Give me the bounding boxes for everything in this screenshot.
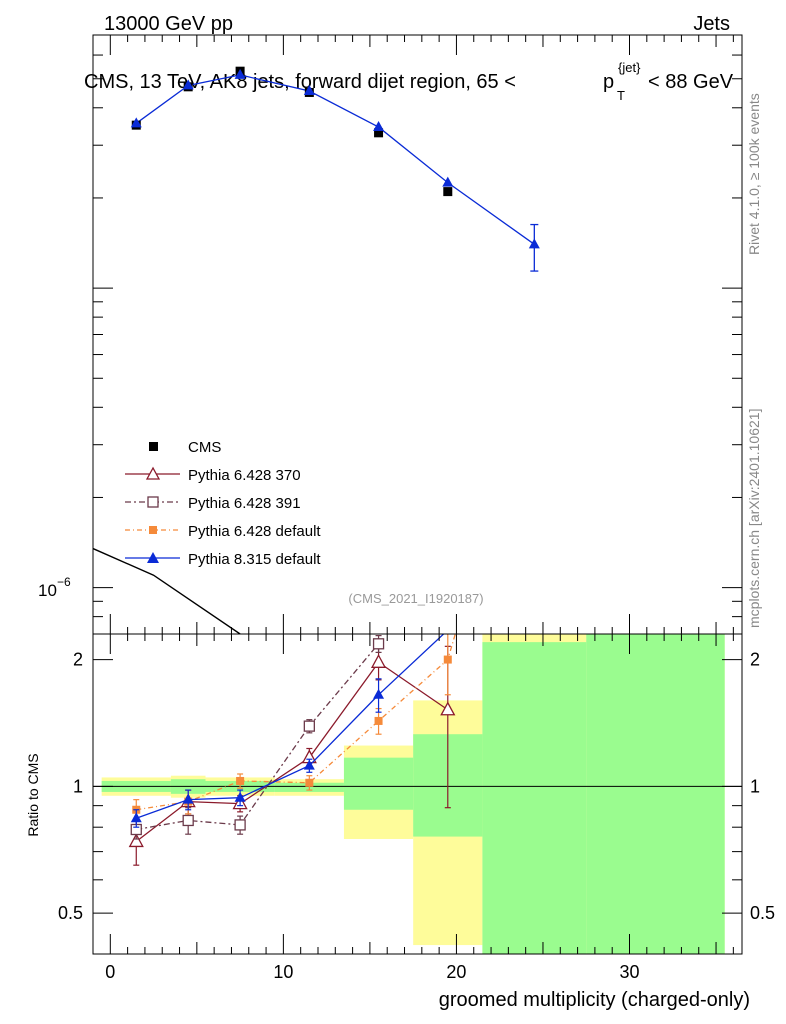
- main-point-cms: [443, 187, 453, 197]
- legend-label-p370: Pythia 6.428 370: [188, 467, 301, 484]
- ratio-point-p8: [373, 688, 385, 699]
- legend-label-p391: Pythia 6.428 391: [188, 495, 301, 512]
- title-end: < 88 GeV: [648, 71, 734, 93]
- main-y-ticks: [93, 54, 742, 635]
- legend-item-p6def: Pythia 6.428 default: [125, 523, 321, 540]
- legend-marker-p8: [147, 552, 159, 563]
- main-point-pythia8: [442, 176, 454, 187]
- legend-marker-cms: [149, 442, 158, 451]
- main-point-pythia8: [373, 121, 385, 132]
- ratio-point-p8: [303, 759, 315, 770]
- rivet-label: Rivet 4.1.0, ≥ 100k events: [746, 93, 762, 255]
- ratio-point-p391: [182, 814, 194, 827]
- ratio-point-p370: [128, 833, 144, 848]
- ratio-y-axis-label: Ratio to CMS: [25, 753, 41, 836]
- ratio-panel: 0.5 0.5 1 1 2 2 0 10 20 30 Ratio to CMS groomed …: [25, 35, 775, 1011]
- analysis-watermark: (CMS_2021_I1920187): [348, 591, 483, 606]
- ratio-band-green: [586, 634, 725, 954]
- main-point-pythia8: [303, 85, 315, 96]
- ratio-point-p370: [440, 701, 456, 716]
- ratio-point-p6def: [305, 778, 314, 787]
- title-sup: {jet}: [618, 60, 641, 75]
- main-frame: [92, 34, 743, 635]
- legend: CMS Pythia 6.428 370 Pythia 6.428 391 Py…: [125, 439, 321, 568]
- ratio-line-p370: [135, 661, 449, 842]
- ratio-band-green: [482, 642, 587, 954]
- header-right: Jets: [693, 13, 730, 35]
- legend-item-p370: Pythia 6.428 370: [125, 466, 301, 484]
- x-axis-ticks: 0 10 20 30: [92, 35, 734, 982]
- ratio-point-p6def: [236, 776, 245, 785]
- main-point-pythia8: [528, 238, 540, 249]
- ratio-frame: [92, 633, 743, 955]
- main-y-tick-label: 10 −6: [38, 575, 71, 600]
- ratio-point-p6def: [443, 655, 452, 664]
- main-y-tick-base: 10: [38, 581, 57, 600]
- main-plot-area: [93, 66, 540, 634]
- ratio-point-p391: [372, 638, 385, 650]
- ratio-point-p8: [130, 812, 142, 823]
- legend-marker-p391: [147, 496, 159, 508]
- title-sub: T: [617, 88, 625, 103]
- main-point-pythia8: [130, 117, 142, 128]
- ratio-y-tick-label: 0.5: [58, 903, 83, 923]
- main-y-tick-exp: −6: [57, 575, 71, 589]
- ratio-point-p8: [182, 793, 194, 804]
- main-point-cms: [374, 128, 384, 138]
- ratio-point-p8: [234, 791, 246, 802]
- legend-item-p8: Pythia 8.315 default: [125, 551, 321, 568]
- ratio-y-tick-label: 1: [73, 776, 83, 796]
- ratio-point-p6def: [374, 716, 383, 725]
- legend-item-p391: Pythia 6.428 391: [125, 495, 301, 512]
- ratio-point-p370: [370, 653, 387, 668]
- x-tick-label: 10: [273, 962, 293, 982]
- ratio-line-p8: [136, 634, 445, 819]
- x-tick-label: 20: [446, 962, 466, 982]
- ratio-y-tick-label-right: 1: [750, 776, 760, 796]
- legend-item-cms: CMS: [149, 439, 221, 456]
- ratio-y-tick-label: 2: [73, 650, 83, 670]
- x-axis-label: groomed multiplicity (charged-only): [439, 989, 750, 1011]
- ratio-line-p391: [136, 643, 380, 831]
- legend-label-p6def: Pythia 6.428 default: [188, 523, 321, 540]
- x-tick-label: 0: [105, 962, 115, 982]
- main-panel: 10 −6 (CMS_2021_I1920187) CMS Pythia 6.4…: [38, 34, 743, 635]
- main-line-partial: [93, 547, 241, 634]
- ratio-plot-area: [128, 634, 456, 866]
- x-tick-label: 30: [619, 962, 639, 982]
- legend-marker-p370: [145, 466, 161, 480]
- ratio-y-tick-label-right: 0.5: [750, 903, 775, 923]
- ratio-point-p391: [234, 819, 246, 831]
- ratio-ticks: 0.5 0.5 1 1 2 2: [58, 650, 775, 955]
- title-main: CMS, 13 TeV, AK8 jets, forward dijet reg…: [84, 71, 516, 93]
- ratio-y-tick-label-right: 2: [750, 650, 760, 670]
- plot-title: CMS, 13 TeV, AK8 jets, forward dijet reg…: [84, 60, 734, 103]
- legend-label-cms: CMS: [188, 439, 221, 456]
- ratio-band-green: [343, 757, 414, 810]
- ratio-point-p391: [303, 720, 315, 732]
- main-point-pythia8: [182, 79, 194, 90]
- mcplots-label: mcplots.cern.ch [arXiv:2401.10621]: [746, 409, 762, 628]
- legend-label-p8: Pythia 8.315 default: [188, 551, 321, 568]
- main-line-pythia8: [135, 74, 535, 245]
- title-p: p: [603, 71, 614, 93]
- header-left: 13000 GeV pp: [104, 13, 233, 35]
- main-point-pythia8: [234, 68, 246, 79]
- legend-marker-p6def: [149, 526, 157, 534]
- ratio-uncertainty-bands: [93, 634, 742, 954]
